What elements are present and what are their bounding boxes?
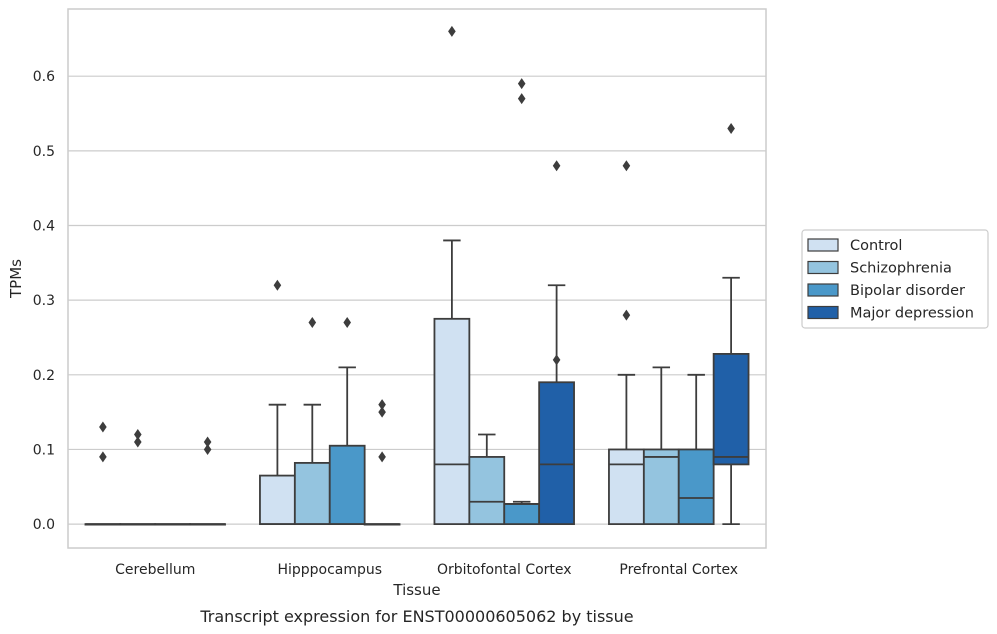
x-axis-title: Tissue [392, 581, 440, 599]
x-tick-label: Prefrontal Cortex [619, 562, 738, 578]
box-major-depression [189, 436, 226, 526]
iqr-box [538, 381, 575, 526]
x-tick-label: Orbitofontal Cortex [437, 562, 572, 578]
outlier-point [378, 399, 386, 411]
outlier-point [517, 78, 526, 90]
legend: Control Schizophrenia Bipolar disorder Majo… [801, 229, 989, 329]
legend-swatch [807, 305, 839, 320]
y-axis-title: TPMs [7, 259, 25, 299]
y-tick-label: 0.6 [33, 69, 55, 85]
y-tick-label: 0.1 [33, 442, 55, 458]
outlier-point [273, 279, 282, 291]
outlier-point [622, 309, 631, 321]
outlier-point [203, 436, 212, 448]
y-tick-label: 0.0 [33, 517, 55, 533]
y-tick-label: 0.3 [33, 293, 55, 309]
legend-label: Schizophrenia [850, 261, 952, 277]
box-major-depression [363, 399, 401, 526]
iqr-box [608, 448, 645, 526]
y-tick-label: 0.5 [33, 144, 55, 160]
legend-frame [801, 229, 989, 329]
box-control [608, 160, 645, 526]
iqr-box [293, 461, 331, 526]
outlier-point [308, 317, 317, 329]
box-schizophrenia [642, 366, 680, 526]
legend-swatch [807, 260, 839, 275]
box-major-depression [712, 122, 750, 526]
iqr-box [642, 448, 680, 526]
plot-frame [67, 8, 767, 549]
legend-label: Major depression [850, 306, 974, 322]
outlier-point [203, 443, 212, 455]
x-tick-label: Hipppocampus [277, 562, 382, 578]
box-bipolar-disorder [503, 78, 541, 526]
legend-label: Bipolar disorder [850, 283, 965, 299]
outlier-point [378, 406, 386, 418]
iqr-box [433, 317, 471, 526]
outlier-point [134, 436, 142, 448]
outlier-point [552, 160, 561, 172]
iqr-box [328, 444, 366, 526]
outlier-point [99, 451, 107, 463]
y-tick-label: 0.4 [33, 218, 55, 234]
iqr-box [712, 353, 750, 466]
iqr-box [468, 456, 506, 526]
outlier-point [99, 421, 107, 433]
iqr-box [503, 503, 541, 526]
outlier-point [448, 25, 456, 37]
x-tick-label: Cerebellum [115, 562, 195, 578]
chart-caption: Transcript expression for ENST0000060506… [199, 607, 633, 626]
box-bipolar-disorder [154, 523, 192, 526]
iqr-box [677, 448, 715, 526]
outlier-point [552, 354, 561, 366]
box-bipolar-disorder [677, 373, 715, 526]
box-schizophrenia [119, 429, 157, 526]
y-tick-label: 0.2 [33, 368, 55, 384]
legend-swatch [807, 283, 839, 297]
box-schizophrenia [468, 433, 506, 526]
outlier-point [727, 122, 735, 134]
outlier-point [517, 93, 526, 105]
outlier-point [622, 160, 631, 172]
legend-label: Control [850, 238, 902, 254]
legend-swatch [807, 238, 839, 252]
box-control [433, 25, 471, 526]
plot-area: 0.0 0.1 0.2 0.3 0.4 0.5 0.6 Cerebellum Hipppocam… [33, 8, 767, 578]
box-major-depression [538, 160, 575, 526]
box-control [259, 279, 296, 526]
box-bipolar-disorder [328, 317, 366, 526]
box-control [84, 421, 122, 526]
outlier-point [378, 451, 386, 463]
iqr-box [259, 474, 296, 526]
outlier-point [134, 429, 142, 441]
outlier-point [343, 317, 351, 329]
